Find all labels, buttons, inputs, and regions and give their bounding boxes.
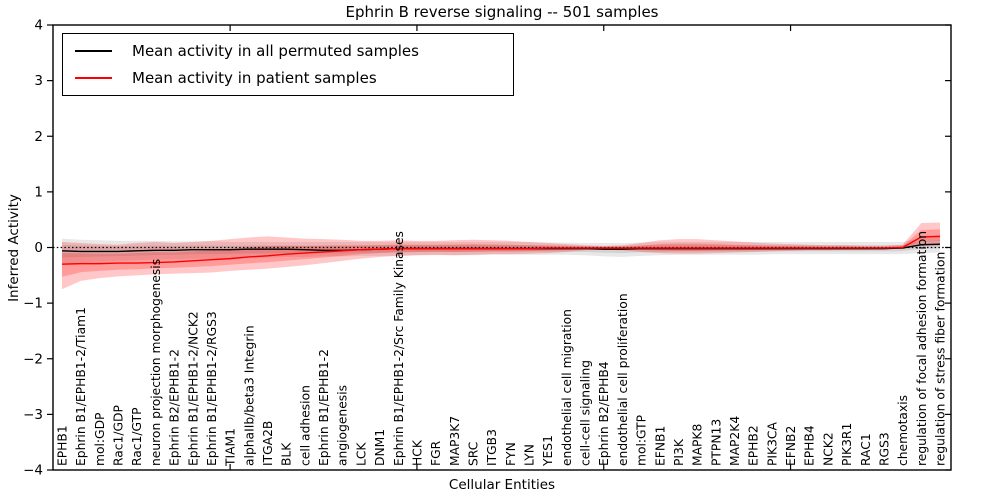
y-tick-label: −4 [23,463,43,479]
x-axis-label: Cellular Entities [448,477,556,493]
x-category-label: Rac1/GDP [112,405,126,466]
x-category-label: TIAM1 [224,428,238,467]
x-category-label: FGR [429,440,443,466]
y-tick-label: 3 [34,73,43,89]
legend: Mean activity in all permuted samples Me… [62,33,514,96]
x-category-label: EFNB1 [653,426,667,466]
series-1-band-outer [62,222,940,290]
x-category-label: RAC1 [859,433,873,466]
x-category-label: Ephrin B1/EPHB1-2/NCK2 [186,311,200,466]
y-tick-label: −3 [23,407,43,423]
y-tick-label: 2 [34,129,43,145]
x-category-label: EPHB2 [747,425,761,466]
x-category-label: PTPN13 [709,419,723,466]
x-category-label: angiogenesis [336,385,350,466]
x-category-label: Ephrin B2/EPHB1-2 [168,349,182,466]
series-0-band-outer [62,236,940,265]
x-category-label: YES1 [541,435,555,467]
x-category-label: cell-cell signaling [579,360,593,466]
x-category-label: ITGA2B [261,421,275,466]
x-category-label: regulation of focal adhesion formation [915,231,929,466]
x-category-label: EPHB4 [803,425,817,466]
x-category-label: regulation of stress fiber formation [934,252,948,466]
x-category-label: alphaIIb/beta3 Integrin [242,325,256,466]
legend-item-patient: Mean activity in patient samples [75,65,513,91]
x-category-label: MAP3K7 [448,416,462,466]
x-category-label: PIK3R1 [840,423,854,466]
x-category-label: EPHB1 [56,425,70,466]
y-axis-label: Inferred Activity [6,194,22,302]
series-1-band-inner [62,229,940,277]
x-category-label: mol:GDP [93,413,107,466]
y-tick-label: −2 [23,351,43,367]
x-category-label: endothelial cell migration [560,309,574,466]
x-category-label: MAPK8 [691,424,705,466]
series-1-line [61,235,941,265]
x-category-label: chemotaxis [896,395,910,466]
x-category-label: endothelial cell proliferation [616,293,630,466]
legend-item-permuted: Mean activity in all permuted samples [75,38,513,64]
x-category-label: RGS3 [877,432,891,466]
x-category-label: HCK [410,439,424,466]
legend-line-patient-icon [75,76,112,79]
x-category-label: Ephrin B2/EPHB4 [597,361,611,466]
x-category-label: LYN [523,444,537,466]
x-category-label: DNM1 [373,429,387,466]
chart-title: Ephrin B reverse signaling -- 501 sample… [345,3,659,21]
x-category-label: Ephrin B1/EPHB1-2/RGS3 [205,311,219,466]
x-category-label: cell adhesion [298,385,312,466]
x-category-label: EFNB2 [784,426,798,466]
x-category-label: Ephrin B1/EPHB1-2/Tiam1 [74,307,88,466]
x-category-label: neuron projection morphogenesis [149,259,163,466]
x-category-label: PI3K [672,438,686,466]
y-tick-label: 4 [34,18,43,34]
y-tick-label: −1 [23,296,43,312]
x-category-label: LCK [354,442,368,466]
x-category-label: mol:GTP [635,415,649,466]
x-category-label: ITGB3 [485,429,499,466]
legend-line-permuted-icon [75,50,112,53]
legend-label-patient: Mean activity in patient samples [132,68,377,87]
y-tick-label: 0 [34,240,43,256]
x-category-label: FYN [504,442,518,466]
x-category-label: Ephrin B1/EPHB1-2 [317,349,331,466]
y-tick-label: 1 [34,184,43,200]
x-category-label: BLK [280,442,294,466]
x-category-label: MAP2K4 [728,416,742,466]
x-category-label: SRC [466,442,480,466]
x-category-label: Ephrin B1/EPHB1-2/Src Family Kinases [392,231,406,466]
x-category-label: PIK3CA [765,421,779,466]
x-category-label: NCK2 [821,432,835,466]
x-category-label: Rac1/GTP [130,407,144,466]
legend-label-permuted: Mean activity in all permuted samples [132,42,419,61]
